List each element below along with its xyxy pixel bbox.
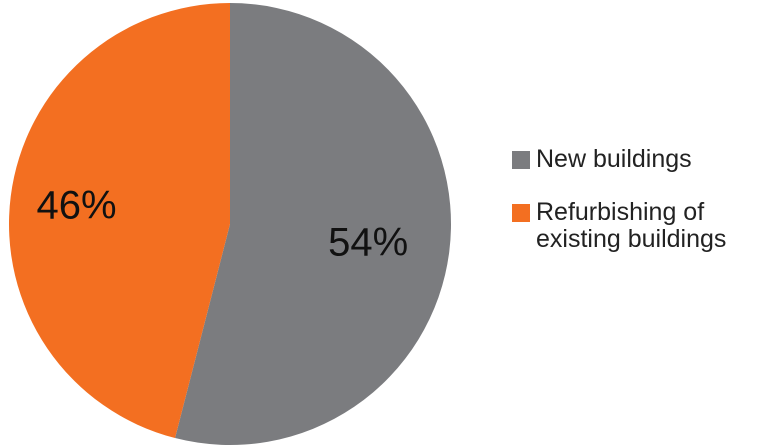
slice-label-1: 54% bbox=[328, 220, 408, 264]
legend-label-1: New buildings bbox=[536, 146, 692, 173]
legend-item-2: Refurbishing of existing buildings bbox=[512, 199, 726, 253]
legend-item-1: New buildings bbox=[512, 146, 726, 173]
legend-swatch-2 bbox=[512, 204, 530, 222]
legend-label-2: Refurbishing of existing buildings bbox=[536, 199, 726, 253]
legend: New buildings Refurbishing of existing bu… bbox=[512, 146, 726, 279]
slice-label-2: 46% bbox=[36, 184, 116, 228]
legend-swatch-1 bbox=[512, 151, 530, 169]
